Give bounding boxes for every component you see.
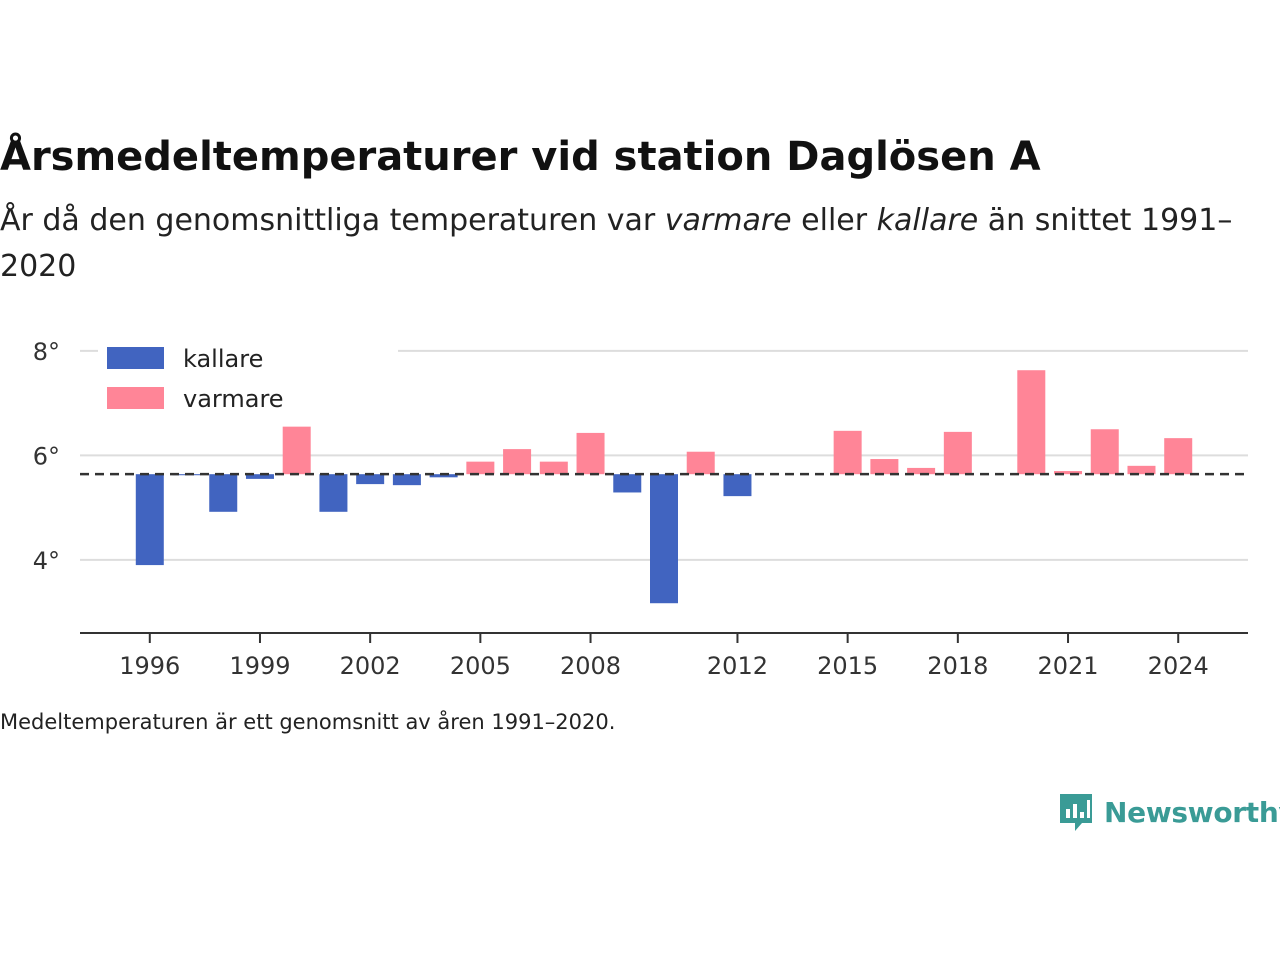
- x-tick-label: 2021: [1037, 652, 1098, 680]
- newsworthy-logo-icon: [1060, 794, 1092, 831]
- brand-name: Newsworthy: [1104, 795, 1280, 829]
- bar-2015: [833, 430, 862, 475]
- temperature-bar-chart: 4° 6° 8° 1996 1999 2002 2005 2008 2012 2015 2018 2…: [33, 338, 1248, 680]
- subtitle-cold-word: kallare: [876, 203, 979, 238]
- bar-2006: [503, 449, 532, 475]
- legend-swatch-kallare: [107, 347, 164, 369]
- bar-2001: [319, 474, 348, 512]
- y-tick-label: 6°: [33, 442, 60, 470]
- bar-2011: [686, 451, 715, 475]
- x-tick-label: 2012: [707, 652, 768, 680]
- bar-2000: [282, 426, 311, 475]
- subtitle-part-2: eller: [791, 203, 877, 238]
- bar-2023: [1127, 465, 1156, 475]
- subtitle-part-3: än snittet 1991–2020: [0, 203, 1233, 284]
- bar-2004: [429, 474, 458, 478]
- bar-1998: [209, 474, 238, 512]
- x-tick-label: 2015: [817, 652, 878, 680]
- x-tick-label: 2024: [1148, 652, 1209, 680]
- subtitle: År då den genomsnittliga temperaturen va…: [0, 198, 1240, 290]
- bar-2018: [943, 431, 972, 475]
- bar-1999: [245, 474, 274, 479]
- subtitle-warm-word: varmare: [664, 203, 792, 238]
- bar-2008: [576, 432, 605, 475]
- x-tick-label: 2002: [340, 652, 401, 680]
- bar-2021: [1054, 471, 1083, 475]
- bar-2017: [907, 467, 936, 475]
- legend: kallare varmare: [98, 344, 398, 416]
- brand-logo: Newsworthy: [1058, 788, 1280, 836]
- bar-2005: [466, 461, 495, 475]
- bar-2009: [613, 474, 642, 493]
- x-tick-label: 2005: [450, 652, 511, 680]
- bar-2010: [650, 474, 678, 604]
- bar-2016: [870, 459, 899, 475]
- bar-2003: [392, 474, 421, 486]
- bar-2022: [1090, 429, 1119, 475]
- bar-2020: [1017, 370, 1046, 475]
- legend-label-kallare: kallare: [183, 345, 263, 373]
- x-tick-label: 1996: [119, 652, 180, 680]
- x-axis-ticks: 1996 1999 2002 2005 2008 2012 2015 2018 2021 2024: [119, 633, 1209, 680]
- footnote: Medeltemperaturen är ett genomsnitt av å…: [0, 710, 616, 734]
- x-tick-label: 2008: [560, 652, 621, 680]
- legend-swatch-varmare: [107, 387, 164, 409]
- bar-2012: [723, 474, 752, 497]
- bar-2002: [356, 474, 385, 485]
- y-tick-label: 4°: [33, 547, 60, 575]
- bars: [135, 370, 1193, 604]
- subtitle-part-1: År då den genomsnittliga temperaturen va…: [0, 203, 665, 238]
- bar-2007: [539, 461, 568, 475]
- x-tick-label: 1999: [229, 652, 290, 680]
- page-title: Årsmedeltemperaturer vid station Daglöse…: [0, 134, 1041, 180]
- bar-1996: [135, 474, 164, 566]
- y-tick-label: 8°: [33, 338, 60, 366]
- bar-2024: [1164, 438, 1193, 475]
- legend-label-varmare: varmare: [183, 385, 284, 413]
- x-tick-label: 2018: [927, 652, 988, 680]
- y-axis-ticks: 4° 6° 8°: [33, 338, 60, 575]
